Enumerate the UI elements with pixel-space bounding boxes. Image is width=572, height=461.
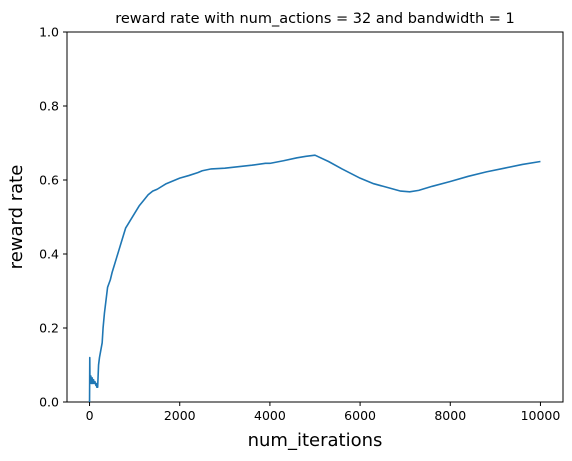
x-axis-ticks: 0 2000 4000 6000 8000 10000 — [86, 402, 561, 423]
x-tick-label: 10000 — [521, 408, 561, 423]
x-tick-label: 8000 — [434, 408, 466, 423]
x-tick-label: 0 — [86, 408, 94, 423]
x-tick-label: 6000 — [344, 408, 376, 423]
y-tick-label: 0.8 — [39, 99, 59, 114]
series-line — [88, 154, 541, 403]
y-tick-label: 0.4 — [39, 247, 59, 262]
x-tick-label: 2000 — [164, 408, 196, 423]
y-tick-label: 1.0 — [39, 25, 59, 40]
series-layer — [88, 154, 541, 403]
y-tick-label: 0.2 — [39, 321, 59, 336]
x-axis-label: num_iterations — [248, 430, 383, 451]
y-axis-label: reward rate — [6, 165, 27, 270]
y-tick-label: 0.6 — [39, 173, 59, 188]
x-tick-label: 4000 — [254, 408, 286, 423]
chart-title: reward rate with num_actions = 32 and ba… — [115, 11, 515, 27]
y-axis-ticks: 0.0 0.2 0.4 0.6 0.8 1.0 — [39, 25, 67, 410]
y-tick-label: 0.0 — [39, 395, 59, 410]
plot-frame — [66, 31, 564, 403]
